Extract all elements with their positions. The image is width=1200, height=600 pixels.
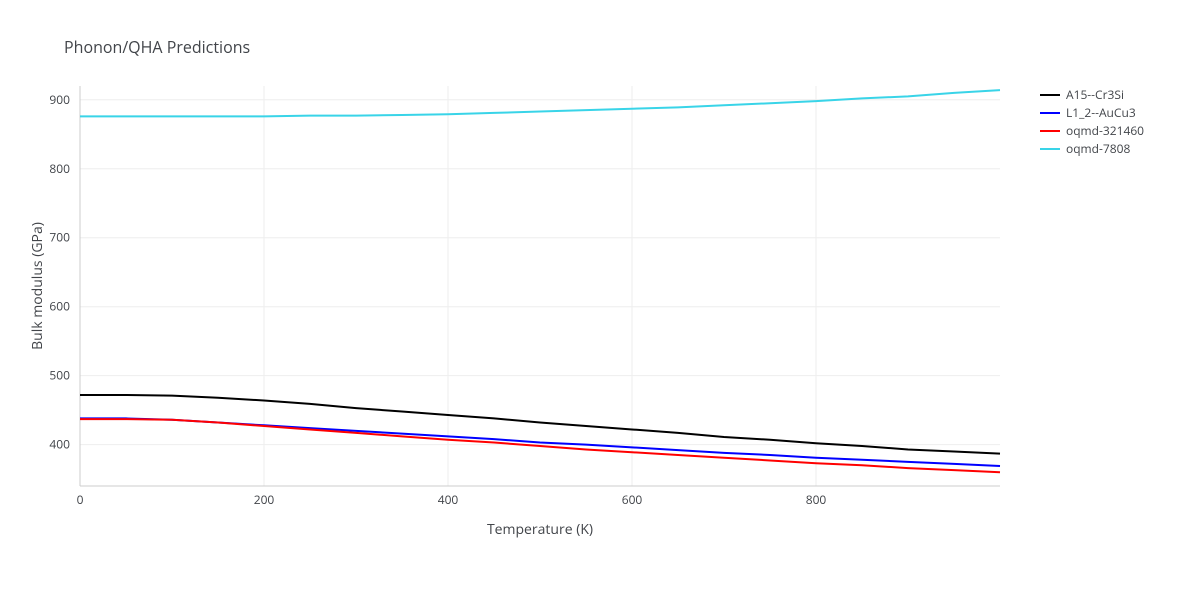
y-tick-label: 500 xyxy=(49,367,70,384)
legend-swatch xyxy=(1040,94,1060,96)
y-tick-label: 600 xyxy=(49,298,70,315)
legend-item[interactable]: L1_2--AuCu3 xyxy=(1040,104,1144,122)
y-tick-label: 800 xyxy=(49,160,70,177)
plot-svg: 0200400600800400500600700800900 xyxy=(80,86,1000,486)
x-tick-label: 400 xyxy=(438,491,459,508)
x-tick-label: 600 xyxy=(622,491,643,508)
legend-item[interactable]: A15--Cr3Si xyxy=(1040,86,1144,104)
legend-swatch xyxy=(1040,130,1060,132)
y-tick-label: 700 xyxy=(49,229,70,246)
legend-swatch xyxy=(1040,112,1060,114)
x-axis-label: Temperature (K) xyxy=(80,520,1000,539)
legend-label: L1_2--AuCu3 xyxy=(1066,104,1136,122)
legend-label: oqmd-7808 xyxy=(1066,140,1130,158)
legend: A15--Cr3SiL1_2--AuCu3oqmd-321460oqmd-780… xyxy=(1040,86,1144,158)
chart-root: Phonon/QHA Predictions 02004006008004005… xyxy=(0,0,1200,600)
series-line xyxy=(80,90,1000,116)
chart-title: Phonon/QHA Predictions xyxy=(64,36,250,58)
series-line xyxy=(80,418,1000,466)
plot-area: 0200400600800400500600700800900 xyxy=(80,86,1000,486)
x-tick-label: 0 xyxy=(77,491,84,508)
x-tick-label: 200 xyxy=(254,491,275,508)
y-axis-label: Bulk modulus (GPa) xyxy=(28,86,48,486)
legend-swatch xyxy=(1040,148,1060,150)
x-tick-label: 800 xyxy=(806,491,827,508)
legend-label: A15--Cr3Si xyxy=(1066,86,1124,104)
legend-label: oqmd-321460 xyxy=(1066,122,1144,140)
legend-item[interactable]: oqmd-7808 xyxy=(1040,140,1144,158)
y-tick-label: 400 xyxy=(49,436,70,453)
legend-item[interactable]: oqmd-321460 xyxy=(1040,122,1144,140)
y-tick-label: 900 xyxy=(49,91,70,108)
